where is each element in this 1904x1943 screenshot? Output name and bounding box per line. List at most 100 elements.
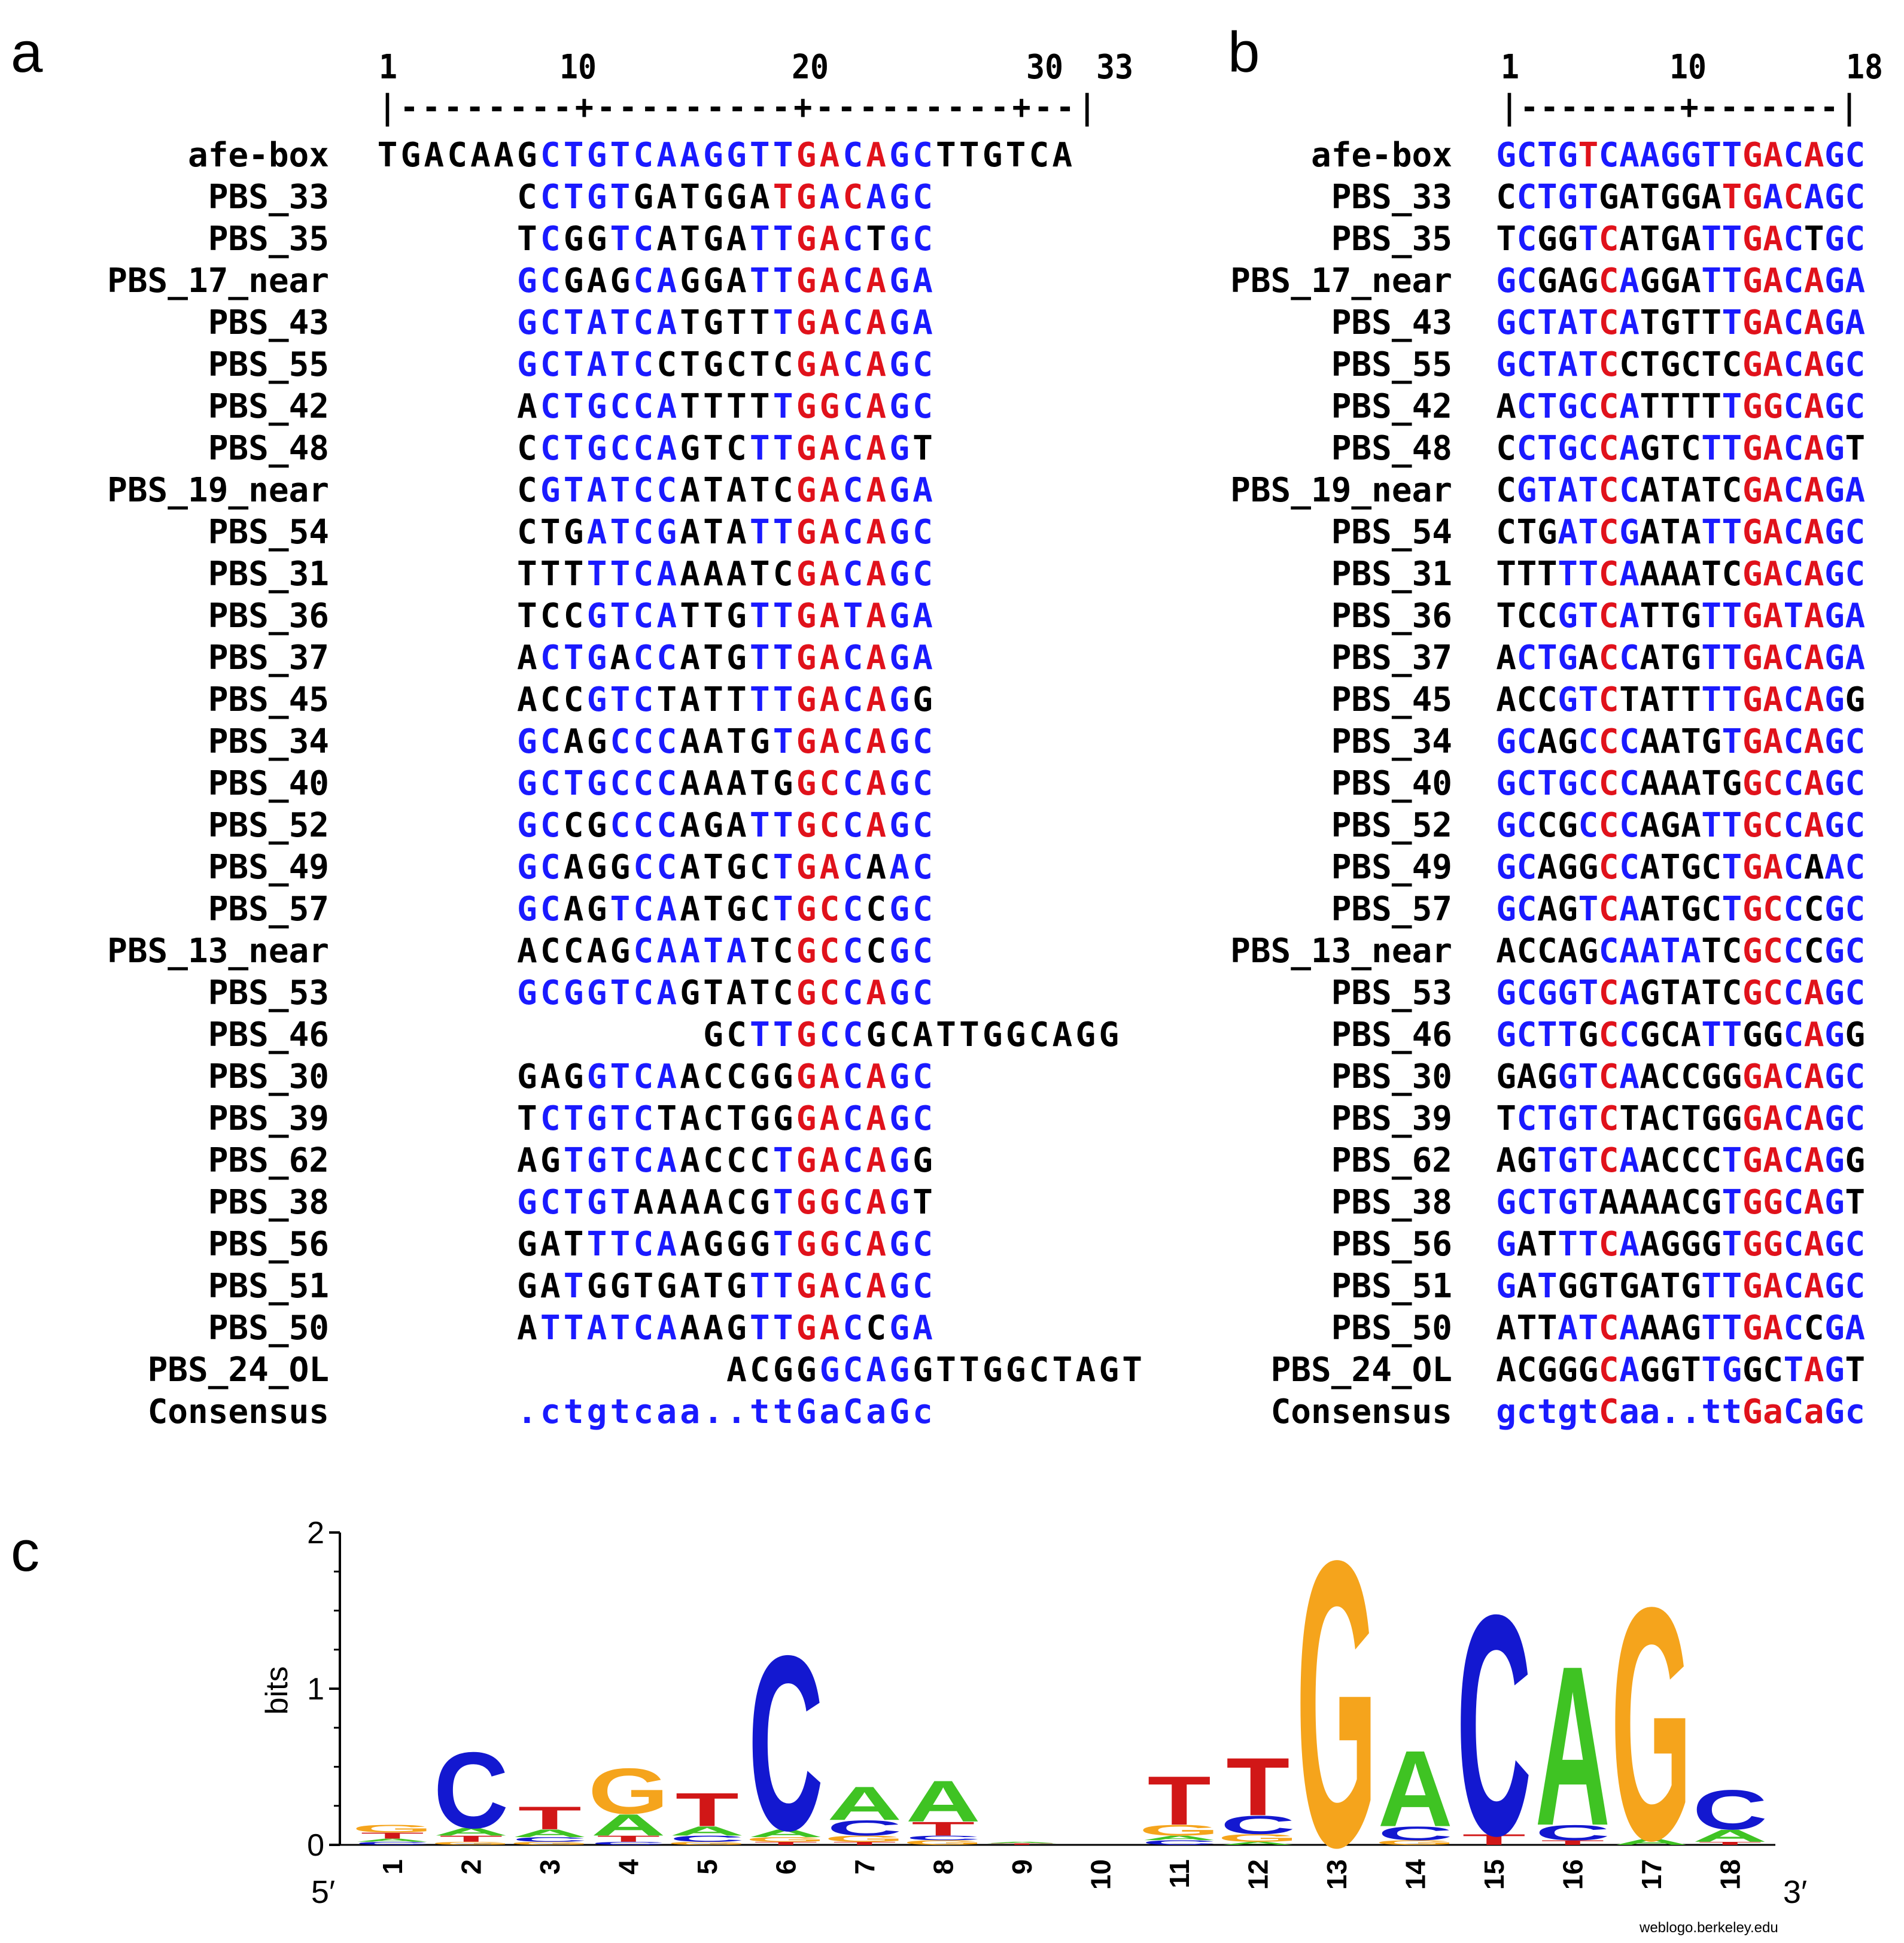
base: G: [586, 429, 607, 468]
base: T: [377, 136, 398, 175]
base: C: [1598, 890, 1619, 929]
base: A: [726, 764, 747, 803]
base: C: [1845, 806, 1866, 845]
base: G: [1598, 178, 1619, 217]
base: G: [1660, 345, 1681, 384]
base: T: [749, 974, 770, 1012]
base: g: [586, 1392, 607, 1431]
base: C: [1598, 1225, 1619, 1264]
base: A: [1496, 387, 1516, 426]
base: C: [633, 722, 654, 761]
base: C: [1516, 345, 1537, 384]
base: A: [1640, 1057, 1660, 1096]
base: A: [866, 1057, 887, 1096]
base: G: [1660, 1225, 1681, 1264]
base: G: [796, 1225, 817, 1264]
base: C: [1516, 638, 1537, 677]
base: C: [610, 429, 631, 468]
sequence-label: PBS_55: [1331, 345, 1452, 384]
sequence-label: PBS_40: [1331, 764, 1452, 803]
base: A: [516, 680, 537, 719]
base: G: [1680, 890, 1701, 929]
base: C: [913, 806, 933, 845]
sequence-label: PBS_17_near: [1230, 262, 1452, 300]
base: A: [680, 471, 700, 510]
base: A: [866, 597, 887, 635]
base: G: [1824, 932, 1845, 971]
base: C: [1516, 1099, 1537, 1138]
base: C: [842, 1015, 863, 1054]
base: G: [1824, 1351, 1845, 1389]
base: G: [796, 262, 817, 300]
base: G: [1742, 722, 1763, 761]
base: G: [1537, 220, 1558, 259]
base: G: [703, 303, 723, 342]
base: G: [1742, 1057, 1763, 1096]
base: A: [1640, 513, 1660, 552]
base: T: [1721, 136, 1742, 175]
base: A: [1680, 932, 1701, 971]
base: C: [1598, 1057, 1619, 1096]
base: T: [1640, 345, 1660, 384]
aligned-sequence: GATGGTGATGTTGACAGC: [515, 1270, 934, 1303]
base: A: [656, 1225, 677, 1264]
base: G: [1845, 1015, 1866, 1054]
base: A: [1763, 345, 1783, 384]
base: T: [1578, 1099, 1599, 1138]
sequence-label: PBS_62: [1331, 1141, 1452, 1180]
base: G: [1845, 1141, 1866, 1180]
base: A: [1763, 638, 1783, 677]
logo-letter-A: A: [1221, 1841, 1295, 1846]
base: G: [610, 1267, 631, 1306]
base: A: [680, 764, 700, 803]
base: .: [726, 1392, 747, 1431]
base: G: [1721, 1099, 1742, 1138]
base: A: [866, 303, 887, 342]
base: C: [1845, 764, 1866, 803]
base: C: [1783, 1141, 1804, 1180]
base: G: [1578, 262, 1599, 300]
base: T: [1537, 136, 1558, 175]
base: T: [1537, 429, 1558, 468]
base: A: [1763, 1141, 1783, 1180]
base: A: [1701, 178, 1721, 217]
base: A: [1640, 764, 1660, 803]
base: C: [913, 513, 933, 552]
base: T: [1701, 806, 1721, 845]
base: T: [1701, 220, 1721, 259]
base: T: [1721, 1225, 1742, 1264]
base: C: [1660, 1099, 1681, 1138]
logo-letter-T: T: [1148, 1762, 1211, 1840]
sequence-label: PBS_30: [208, 1057, 329, 1096]
base: G: [1099, 1351, 1120, 1389]
base: A: [470, 136, 491, 175]
base: C: [1537, 597, 1558, 635]
base: C: [540, 597, 561, 635]
base: C: [749, 890, 770, 929]
base: A: [586, 932, 607, 971]
base: G: [1824, 1309, 1845, 1348]
base: C: [866, 890, 887, 929]
logo-letter-T: T: [439, 1834, 503, 1844]
base: T: [772, 178, 793, 217]
base: G: [1701, 1183, 1721, 1222]
base: T: [1578, 1225, 1599, 1264]
sequence-label: PBS_42: [1331, 387, 1452, 426]
base: G: [726, 597, 747, 635]
base: T: [680, 345, 700, 384]
base: C: [633, 806, 654, 845]
base: A: [819, 597, 840, 635]
base: A: [1680, 764, 1701, 803]
base: A: [1803, 178, 1824, 217]
base: T: [749, 1267, 770, 1306]
base: t: [1721, 1392, 1742, 1431]
sequence-label: PBS_54: [1331, 513, 1452, 552]
base: T: [1660, 1267, 1681, 1306]
base: G: [1824, 220, 1845, 259]
base: G: [819, 1351, 840, 1389]
base: A: [819, 680, 840, 719]
base: T: [703, 597, 723, 635]
base: C: [610, 764, 631, 803]
base: C: [1598, 136, 1619, 175]
base: G: [586, 136, 607, 175]
